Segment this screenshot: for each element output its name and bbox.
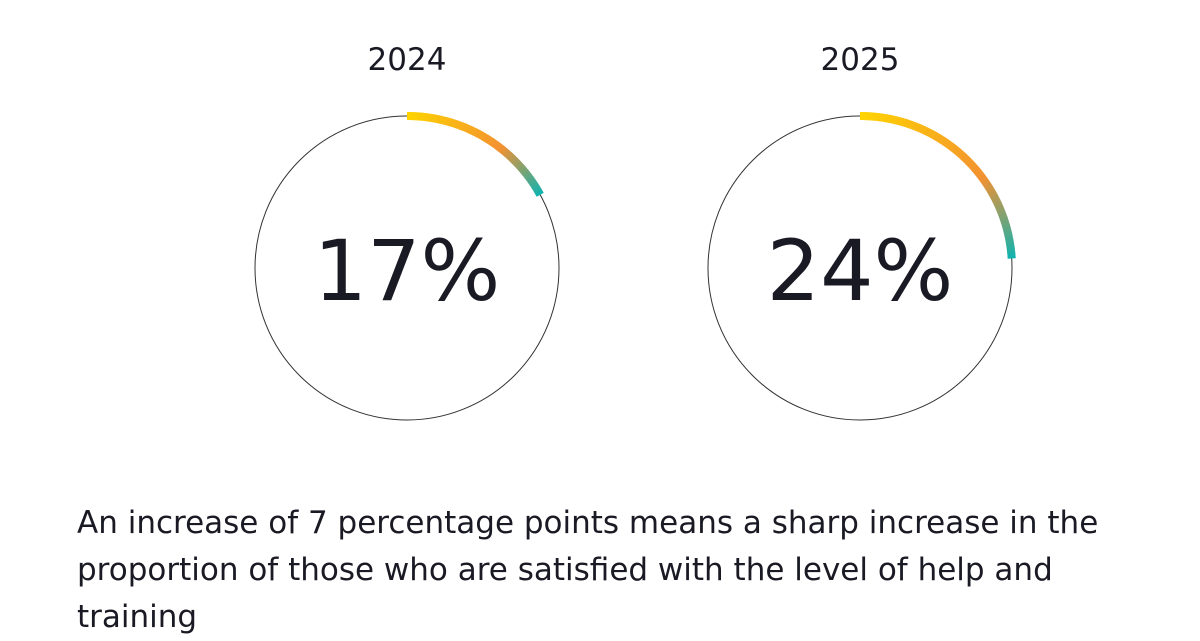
gauge-arc-segment	[539, 193, 540, 195]
caption-line-1: An increase of 7 percentage points means…	[77, 505, 1098, 541]
caption-text: An increase of 7 percentage points means…	[77, 500, 1177, 641]
gauges-chart: 2024 17% 2025 24%	[0, 0, 1200, 450]
gauge-progress-arc	[407, 116, 540, 195]
gauge-2025: 2025 24%	[708, 42, 1012, 420]
caption-line-2: proportion of those who are satisfied wi…	[77, 552, 1053, 635]
gauge-year-label: 2024	[368, 42, 447, 78]
gauge-year-label: 2025	[821, 42, 900, 78]
gauge-percent-label: 24%	[767, 222, 954, 320]
gauge-percent-label: 17%	[314, 222, 501, 320]
gauge-2024: 2024 17%	[255, 42, 559, 420]
